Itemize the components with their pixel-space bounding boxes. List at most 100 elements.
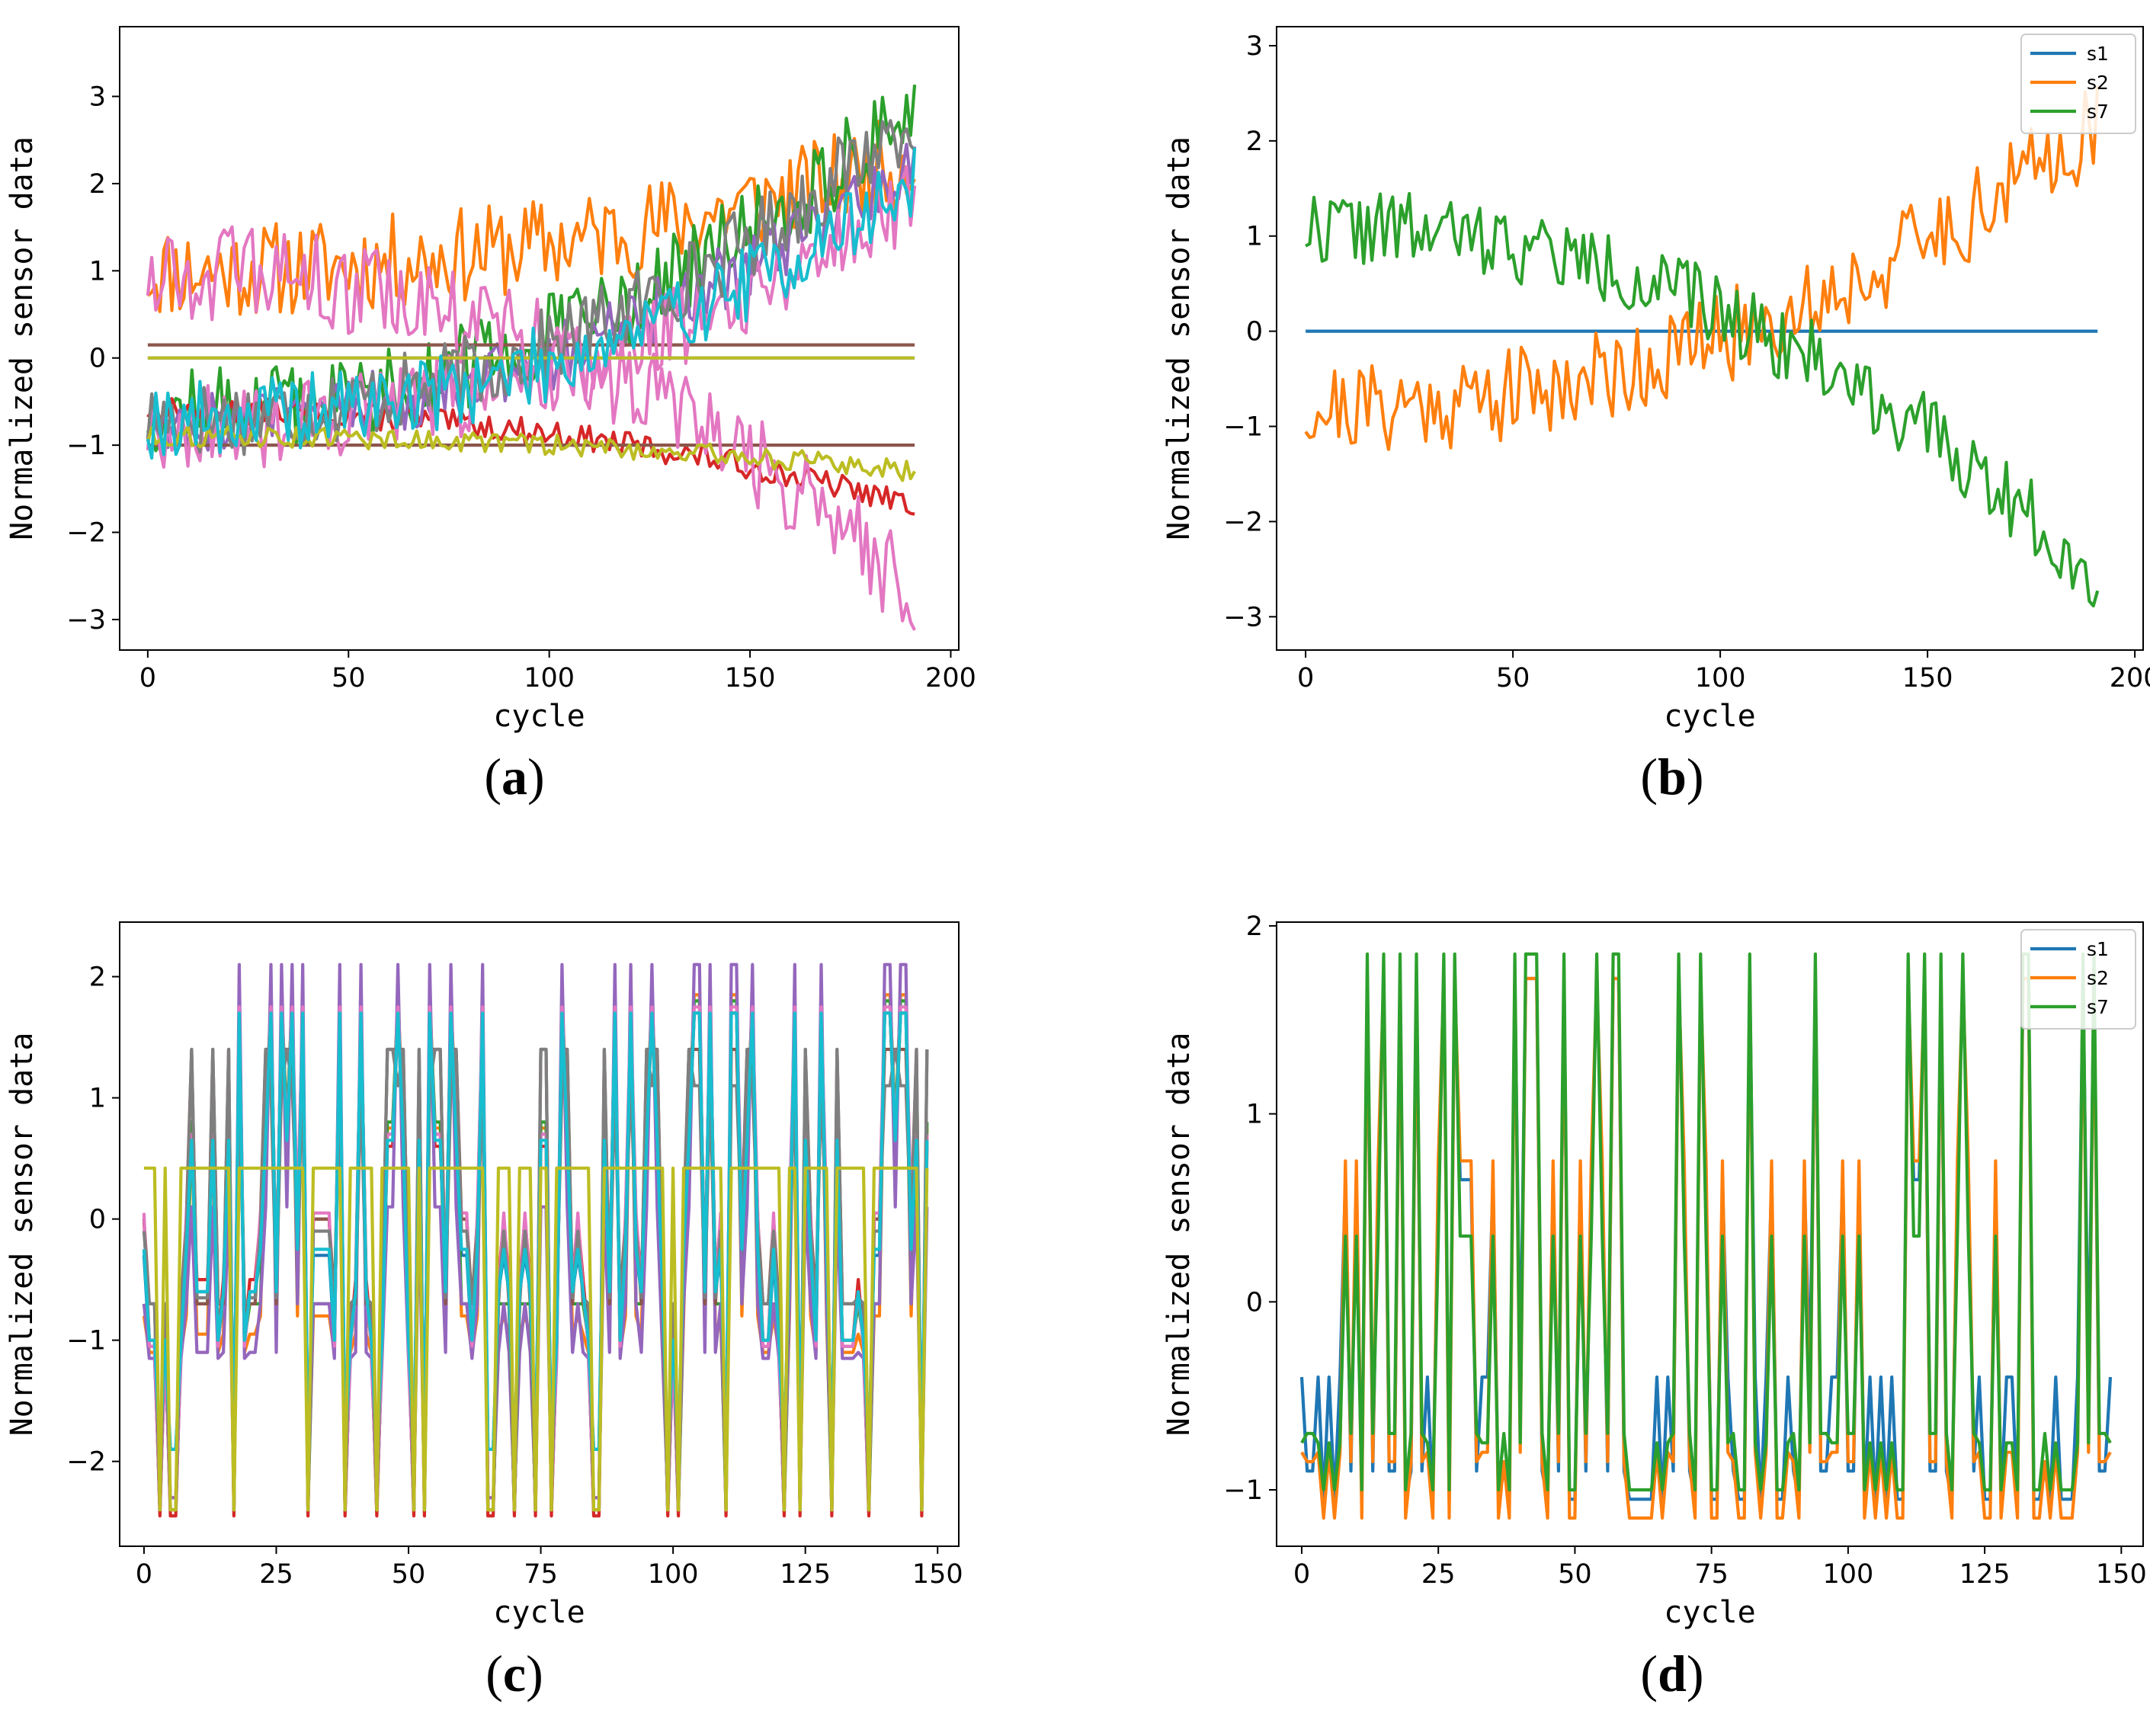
y-tick-label: 3 — [1246, 31, 1263, 62]
y-tick-label: −1 — [66, 431, 106, 461]
x-tick-label: 100 — [648, 1559, 699, 1590]
series-line-s20 — [143, 1166, 929, 1512]
chart-panel-b: 0 50 100 150 200 −3 −2 −1 0 1 2 3 cycle Normalized se… — [1162, 26, 2150, 806]
panel-caption-paren: ) — [527, 748, 545, 806]
legend-box — [2020, 929, 2136, 1030]
x-tick-label: 150 — [1902, 663, 1953, 693]
series-line-s17 — [146, 147, 917, 460]
series-line-s2 — [1304, 85, 2100, 451]
series-group — [146, 85, 917, 631]
y-tick-label: 0 — [1246, 317, 1263, 348]
series-group — [1299, 952, 2113, 1520]
legend: s1 s2 s7 — [2020, 929, 2136, 1030]
x-tick-label: 125 — [1959, 1559, 2011, 1590]
y-axis-label: Normalized sensor data — [5, 136, 40, 540]
y-tick-label: 1 — [89, 256, 106, 287]
y-tick-label: 1 — [1246, 1100, 1263, 1130]
x-tick-label: 75 — [1694, 1559, 1729, 1590]
legend-label-s7: s7 — [2087, 996, 2109, 1018]
y-tick-label: −2 — [1223, 507, 1263, 537]
panel-caption-paren: ) — [526, 1645, 543, 1702]
x-tick-label: 150 — [2096, 1559, 2147, 1590]
y-tick-label: 2 — [89, 962, 106, 993]
legend-label-s7: s7 — [2087, 101, 2109, 123]
x-tick-label: 125 — [780, 1559, 831, 1590]
y-axis-label: Normalized sensor data — [1162, 136, 1197, 540]
x-tick-label: 0 — [1297, 663, 1314, 693]
y-tick-label: −2 — [66, 1447, 106, 1478]
y-tick-label: −1 — [66, 1326, 106, 1356]
x-axis-label: cycle — [1664, 1595, 1755, 1630]
panel-caption: (d) — [1640, 1645, 1703, 1702]
legend-label-s1: s1 — [2087, 938, 2109, 960]
panel-caption: (c) — [485, 1645, 543, 1702]
axes-frame — [119, 26, 960, 651]
y-tick-label: −2 — [66, 518, 106, 549]
y-tick-label: 0 — [89, 344, 106, 374]
y-tick-label: −3 — [66, 605, 106, 636]
x-tick-label: 100 — [1822, 1559, 1873, 1590]
chart-panel-c: 0 25 50 75 100 125 150 −2 −1 0 1 2 cycle Normalized s… — [5, 921, 963, 1702]
series-line-s14 — [146, 424, 916, 482]
y-tick-label: 1 — [89, 1084, 106, 1114]
panel-caption-letter: b — [1658, 748, 1687, 806]
panel-caption-paren: ( — [1640, 748, 1658, 806]
y-tick-label: 0 — [1246, 1287, 1263, 1318]
x-tick-label: 25 — [259, 1559, 293, 1590]
x-tick-label: 100 — [524, 663, 575, 693]
y-tick-label: 0 — [89, 1205, 106, 1235]
axes-frame — [1276, 26, 2144, 651]
panel-caption-letter: d — [1658, 1645, 1687, 1702]
y-tick-label: 2 — [1246, 911, 1263, 942]
x-tick-label: 150 — [912, 1559, 963, 1590]
panel-caption-paren: ) — [1687, 748, 1704, 806]
chart-panel-d: 0 25 50 75 100 125 150 −1 0 1 2 cycle Normalized sen… — [1162, 911, 2147, 1702]
legend-label-s2: s2 — [2087, 967, 2109, 989]
x-tick-label: 100 — [1695, 663, 1746, 693]
series-line-s7 — [1300, 952, 2112, 1492]
x-tick-label: 50 — [1496, 663, 1530, 693]
x-tick-label: 200 — [2110, 663, 2150, 693]
y-axis-label: Normalized sensor data — [1162, 1033, 1197, 1437]
y-tick-label: −3 — [1223, 602, 1263, 633]
panel-caption-paren: ) — [1687, 1645, 1704, 1702]
x-tick-label: 25 — [1421, 1559, 1456, 1590]
panel-caption-paren: ( — [1640, 1645, 1658, 1702]
y-tick-label: 2 — [1246, 127, 1263, 157]
y-tick-label: 1 — [1246, 222, 1263, 252]
x-tick-label: 0 — [1293, 1559, 1310, 1590]
x-tick-label: 0 — [139, 663, 156, 693]
x-tick-label: 150 — [725, 663, 776, 693]
y-tick-label: 2 — [89, 169, 106, 200]
legend-box — [2020, 34, 2136, 134]
series-group — [1304, 85, 2100, 608]
y-tick-label: −1 — [1223, 412, 1263, 443]
x-tick-label: 0 — [136, 1559, 152, 1590]
panel-caption-paren: ( — [485, 1645, 503, 1702]
axes-frame — [1276, 921, 2144, 1547]
x-tick-label: 200 — [925, 663, 976, 693]
axes-frame — [119, 921, 960, 1547]
panel-caption-paren: ( — [484, 748, 501, 806]
y-axis-label: Normalized sensor data — [5, 1033, 40, 1437]
legend-label-s1: s1 — [2087, 43, 2109, 65]
chart-panel-a: 0 50 100 150 200 −3 −2 −1 0 1 2 3 cycle Normalized se… — [5, 26, 976, 806]
legend: s1 s2 s7 — [2020, 34, 2136, 134]
series-group — [142, 962, 929, 1518]
legend-label-s2: s2 — [2087, 72, 2109, 94]
x-axis-label: cycle — [493, 699, 585, 734]
x-tick-label: 75 — [524, 1559, 558, 1590]
x-tick-label: 50 — [392, 1559, 426, 1590]
y-tick-label: 3 — [89, 82, 106, 113]
x-tick-label: 50 — [332, 663, 366, 693]
x-tick-label: 50 — [1558, 1559, 1592, 1590]
panel-caption: (b) — [1640, 748, 1703, 806]
series-line-s7 — [1305, 191, 2100, 608]
panel-caption-letter: a — [501, 748, 527, 806]
y-tick-label: −1 — [1223, 1475, 1263, 1506]
x-axis-label: cycle — [493, 1595, 585, 1630]
panel-caption: (a) — [484, 748, 544, 806]
x-axis-label: cycle — [1664, 699, 1755, 734]
